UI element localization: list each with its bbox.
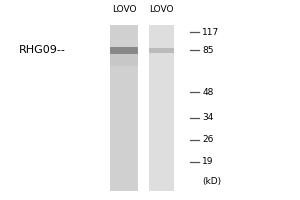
Bar bbox=[148, 48, 174, 53]
Text: 48: 48 bbox=[202, 88, 214, 97]
Text: LOVO: LOVO bbox=[112, 5, 136, 14]
Bar bbox=[110, 25, 138, 191]
Text: 34: 34 bbox=[202, 113, 214, 122]
Text: 19: 19 bbox=[202, 157, 214, 166]
Text: LOVO: LOVO bbox=[149, 5, 174, 14]
Text: 117: 117 bbox=[202, 28, 220, 37]
Bar bbox=[110, 47, 138, 54]
Text: (kD): (kD) bbox=[202, 177, 221, 186]
Bar bbox=[148, 25, 174, 191]
Text: 85: 85 bbox=[202, 46, 214, 55]
Text: 26: 26 bbox=[202, 135, 214, 144]
Bar bbox=[110, 54, 138, 66]
Text: RHG09--: RHG09-- bbox=[19, 45, 65, 55]
